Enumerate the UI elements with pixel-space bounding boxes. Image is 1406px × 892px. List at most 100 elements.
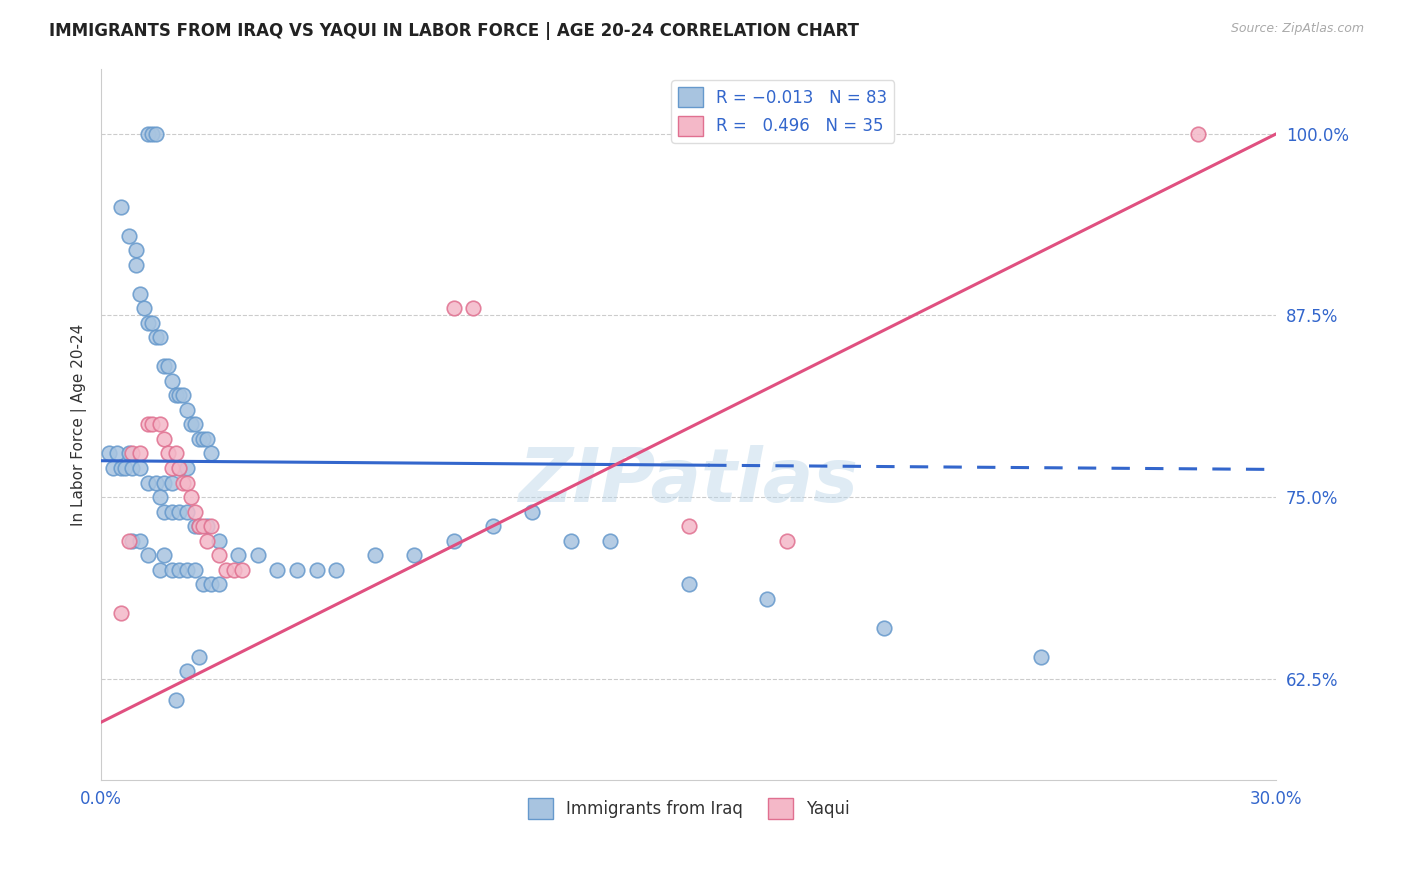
Point (145, 475, 167, 490)
Point (165, 388, 187, 402)
Text: Source: ZipAtlas.com: Source: ZipAtlas.com (1230, 22, 1364, 36)
Point (207, 577, 229, 591)
Legend: Immigrants from Iraq, Yaqui: Immigrants from Iraq, Yaqui (520, 792, 856, 825)
Point (160, 461, 183, 475)
Point (169, 388, 191, 402)
Point (191, 577, 214, 591)
Point (176, 475, 198, 490)
Point (246, 548, 269, 562)
Point (1029, 649, 1052, 664)
Point (117, 533, 139, 548)
Point (463, 301, 485, 316)
Point (873, 621, 896, 635)
Point (169, 505, 191, 519)
Point (207, 548, 229, 562)
Point (149, 563, 172, 577)
Point (152, 505, 174, 519)
Point (117, 228, 139, 243)
Point (105, 446, 128, 460)
Point (215, 563, 238, 577)
Point (129, 533, 152, 548)
Point (152, 475, 174, 490)
Point (152, 548, 174, 562)
Point (443, 533, 465, 548)
Point (149, 417, 172, 432)
Point (172, 388, 194, 402)
Point (176, 563, 198, 577)
Point (160, 475, 183, 490)
Point (226, 548, 249, 562)
Point (200, 446, 222, 460)
Point (165, 693, 187, 707)
Point (755, 591, 778, 606)
Point (191, 432, 214, 446)
Point (184, 519, 207, 533)
Point (1187, 127, 1209, 141)
Point (97, 446, 120, 460)
Point (169, 461, 191, 475)
Point (129, 461, 152, 475)
Point (305, 563, 328, 577)
Point (149, 330, 172, 344)
Point (224, 563, 246, 577)
Point (231, 563, 253, 577)
Point (145, 127, 167, 141)
Point (184, 417, 207, 432)
Point (136, 316, 159, 330)
Point (207, 533, 229, 548)
Point (184, 563, 207, 577)
Point (325, 563, 347, 577)
Point (121, 461, 143, 475)
Point (443, 301, 465, 316)
Point (678, 519, 700, 533)
Point (141, 127, 163, 141)
Point (195, 533, 218, 548)
Point (560, 533, 582, 548)
Point (160, 563, 183, 577)
Point (145, 330, 167, 344)
Point (125, 258, 148, 272)
Point (188, 519, 211, 533)
Point (110, 461, 132, 475)
Y-axis label: In Labor Force | Age 20-24: In Labor Force | Age 20-24 (72, 323, 87, 525)
Point (136, 127, 159, 141)
Point (195, 519, 218, 533)
Point (125, 243, 148, 257)
Point (404, 548, 426, 562)
Point (160, 374, 183, 388)
Point (599, 533, 621, 548)
Point (266, 563, 288, 577)
Point (200, 519, 222, 533)
Point (481, 519, 503, 533)
Point (200, 577, 222, 591)
Point (191, 519, 214, 533)
Point (169, 461, 191, 475)
Point (285, 563, 308, 577)
Point (136, 417, 159, 432)
Point (188, 432, 211, 446)
Point (188, 649, 211, 664)
Point (169, 563, 191, 577)
Point (152, 359, 174, 374)
Point (110, 200, 132, 214)
Point (134, 301, 156, 316)
Point (160, 505, 183, 519)
Point (180, 490, 202, 504)
Point (129, 446, 152, 460)
Point (184, 505, 207, 519)
Point (121, 446, 143, 460)
Point (156, 359, 179, 374)
Point (678, 577, 700, 591)
Point (136, 475, 159, 490)
Point (364, 548, 387, 562)
Point (176, 461, 198, 475)
Point (775, 533, 797, 548)
Point (165, 446, 187, 460)
Point (180, 417, 202, 432)
Point (195, 432, 218, 446)
Point (114, 461, 136, 475)
Point (176, 505, 198, 519)
Point (121, 533, 143, 548)
Point (101, 461, 124, 475)
Point (149, 490, 172, 504)
